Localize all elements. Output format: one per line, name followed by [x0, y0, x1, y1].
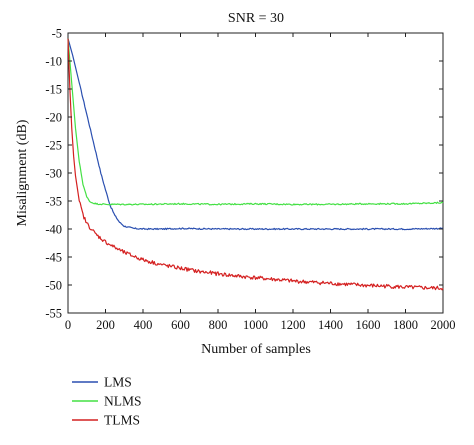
y-tick-label: -35	[45, 195, 62, 209]
x-tick-label: 1000	[243, 318, 268, 332]
y-tick-label: -40	[45, 223, 62, 237]
series-line-nlms	[67, 38, 444, 206]
legend-label-lms: LMS	[104, 375, 132, 390]
x-tick-label: 600	[171, 318, 190, 332]
legend-label-nlms: NLMS	[104, 394, 142, 409]
x-tick-label: 1600	[356, 318, 381, 332]
y-tick-label: -5	[52, 27, 62, 41]
series-layer	[67, 38, 444, 291]
legend: LMS NLMS TLMS	[72, 375, 142, 428]
series-line-lms	[67, 38, 444, 231]
y-tick-label: -20	[45, 111, 62, 125]
plot-area	[67, 32, 444, 314]
legend-label-tlms: TLMS	[104, 413, 140, 428]
y-tick-label: -55	[45, 307, 62, 321]
y-tick-label: -30	[45, 167, 62, 181]
x-tick-label: 1800	[393, 318, 418, 332]
y-axis-ticks: -5 -10 -15 -20 -25 -30 -35 -40 -45 -50 -55	[45, 27, 443, 321]
chart-title: SNR = 30	[228, 11, 284, 26]
x-axis-label: Number of samples	[201, 342, 311, 357]
y-tick-label: -15	[45, 83, 62, 97]
y-tick-label: -10	[45, 55, 62, 69]
x-tick-label: 1400	[318, 318, 343, 332]
x-tick-label: 200	[96, 318, 115, 332]
x-tick-label: 800	[209, 318, 228, 332]
y-tick-label: -45	[45, 251, 62, 265]
y-axis-label: Misalignment (dB)	[15, 119, 30, 226]
y-tick-label: -50	[45, 279, 62, 293]
x-tick-label: 400	[134, 318, 153, 332]
series-line-tlms	[67, 38, 444, 291]
x-tick-label: 2000	[431, 318, 456, 332]
x-axis-ticks: 0 200 400 600 800 1000 1200 1400 1600 1800 2000	[65, 33, 456, 332]
x-tick-label: 1200	[281, 318, 306, 332]
x-tick-label: 0	[65, 318, 71, 332]
y-tick-label: -25	[45, 139, 62, 153]
